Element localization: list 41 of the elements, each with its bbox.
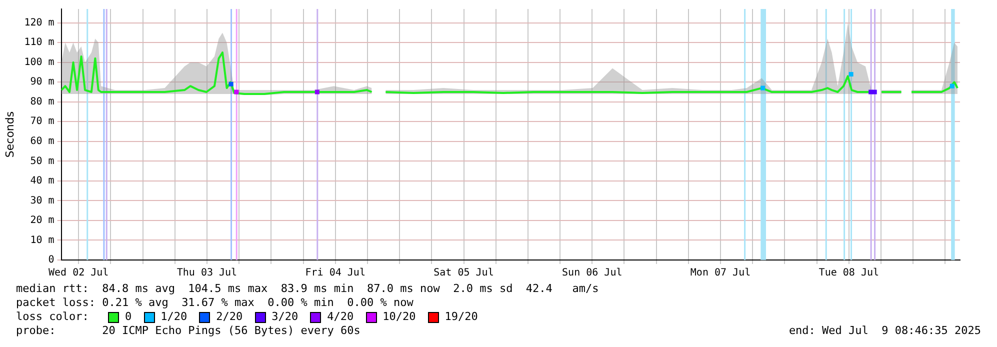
legend-label: 3/20: [272, 310, 298, 324]
legend-title: loss color:: [16, 310, 90, 324]
y-tick-label: 0: [48, 254, 54, 266]
x-tick-label: Sat 05 Jul: [434, 268, 494, 279]
legend-label: 19/20: [444, 310, 478, 324]
legend-label: 10/20: [382, 310, 416, 324]
y-tick-label: 30 m: [30, 195, 54, 206]
y-tick-label: 60 m: [30, 136, 54, 148]
x-tick-label: Tue 08 Jul: [818, 268, 880, 279]
legend-label: 2/20: [216, 310, 243, 324]
y-axis-title: Seconds: [3, 111, 16, 158]
point: [868, 90, 874, 94]
text: packet loss: 0.21 % avg 31.67 % max 0.00 % min 0.00 % now: [16, 296, 414, 310]
y-tick-label: 40 m: [30, 176, 54, 187]
x-tick-label: Thu 03 Jul: [176, 268, 238, 279]
point: [760, 86, 766, 90]
x-tick-label: Sun 06 Jul: [562, 268, 622, 279]
text: median rtt: 84.8 ms avg 104.5 ms max 83.9 ms min 87.0 ms now 2.0 ms sd 42.4 am/s: [16, 282, 600, 296]
x-tick-label: Fri 04 Jul: [305, 268, 366, 279]
y-tick-label: 80 m: [30, 96, 54, 108]
point: [228, 82, 234, 86]
text: probe: 20 ICMP Echo Pings (56 Bytes) every 60s: [16, 324, 360, 337]
x-tick-label: Mon 07 Jul: [690, 268, 751, 279]
point: [848, 72, 854, 76]
point: [872, 90, 877, 94]
x-tick-label: Wed 02 Jul: [48, 268, 109, 279]
y-tick-label: 120 m: [24, 17, 54, 28]
text: end: Wed Jul 9 08:46:35 2025: [788, 324, 981, 338]
point: [234, 90, 239, 94]
y-tick-label: 100 m: [24, 56, 54, 68]
y-tick-label: 50 m: [30, 156, 54, 167]
y-tick-label: 20 m: [30, 215, 54, 226]
legend-label: 4/20: [327, 310, 354, 324]
y-tick-label: 110 m: [24, 37, 54, 48]
point: [950, 84, 954, 88]
y-tick-label: 70 m: [30, 116, 54, 128]
point: [314, 90, 320, 94]
y-tick-label: 90 m: [30, 76, 54, 88]
legend-label: 1/20: [160, 310, 188, 324]
y-tick-label: 10 m: [30, 234, 54, 246]
legend-label: 0: [125, 310, 132, 324]
